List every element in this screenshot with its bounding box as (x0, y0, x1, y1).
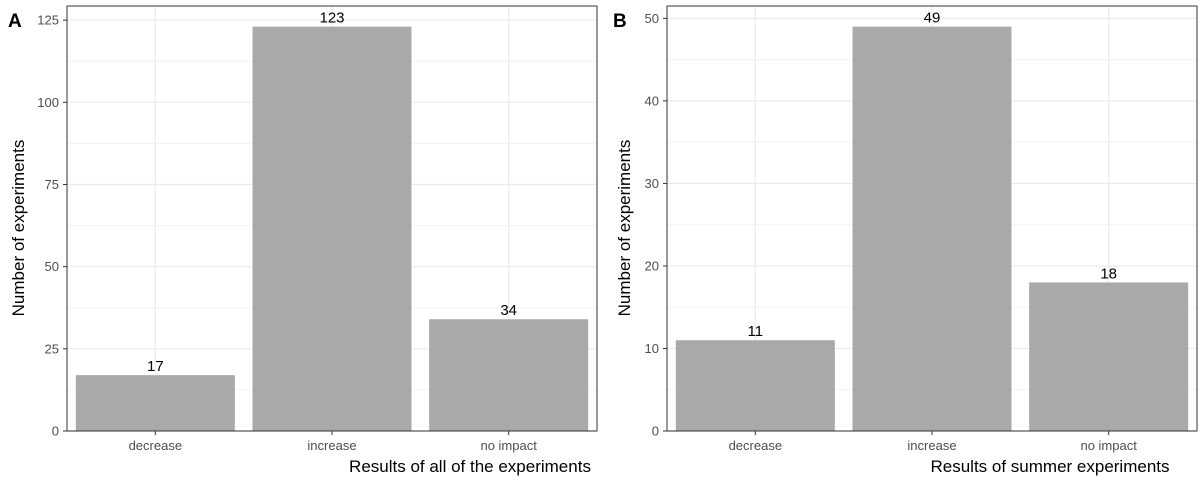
panel-b-y-tick-label: 10 (645, 341, 659, 356)
panel-a-data-label: 17 (147, 358, 164, 375)
panel-a-x-axis-title: Results of all of the experiments (349, 457, 591, 476)
panel-a-bar-increase (252, 26, 412, 432)
panel-b-y-tick-label: 30 (645, 176, 659, 191)
panel-a-x-tick-label: no impact (480, 438, 537, 453)
panel-b-bar-increase (852, 26, 1012, 431)
panel-b-x-tick-label: decrease (729, 438, 782, 453)
panel-a-x-tick-label: decrease (129, 438, 182, 453)
panel-a-data-label: 34 (500, 302, 517, 319)
panel-b-x-axis-title: Results of summer experiments (930, 457, 1169, 476)
panel-b-data-label: 11 (748, 323, 764, 340)
panel-a-y-tick-label: 0 (52, 424, 59, 439)
panel-b-bar-no-impact (1029, 282, 1189, 431)
panel-a-y-tick-label: 50 (45, 259, 59, 274)
panel-b-data-label: 49 (924, 10, 941, 27)
panel-a-y-tick-label: 75 (45, 177, 59, 192)
panel-b-bar-decrease (675, 340, 835, 431)
panel-b-y-axis-title: Number of experiments (615, 140, 634, 317)
panel-a-data-label: 123 (319, 10, 344, 27)
panel-b-y-tick-label: 40 (645, 93, 659, 108)
panel-b-x-tick-label: no impact (1080, 438, 1137, 453)
panel-b-y-tick-label: 0 (652, 424, 659, 439)
panel-a-y-tick-label: 100 (37, 95, 59, 110)
panel-a-y-tick-label: 25 (45, 341, 59, 356)
panel-b: B Results of summer experiments Number o… (613, 5, 1198, 476)
panel-a-y-axis-title: Number of experiments (9, 140, 28, 317)
panel-b-y-tick-label: 20 (645, 258, 659, 273)
panel-a-label: A (8, 11, 22, 32)
panel-b-y-tick-label: 50 (645, 11, 659, 26)
panel-b-x-tick-label: increase (907, 438, 956, 453)
panel-b-data-label: 18 (1100, 265, 1117, 282)
panel-a-x-tick-label: increase (307, 438, 356, 453)
panel-a-bar-decrease (75, 375, 235, 431)
panel-b-label: B (613, 11, 627, 32)
panel-a-bar-no-impact (429, 319, 589, 431)
panel-a: A Results of all of the experiments Numb… (8, 5, 598, 476)
panel-a-y-tick-label: 125 (37, 13, 59, 28)
